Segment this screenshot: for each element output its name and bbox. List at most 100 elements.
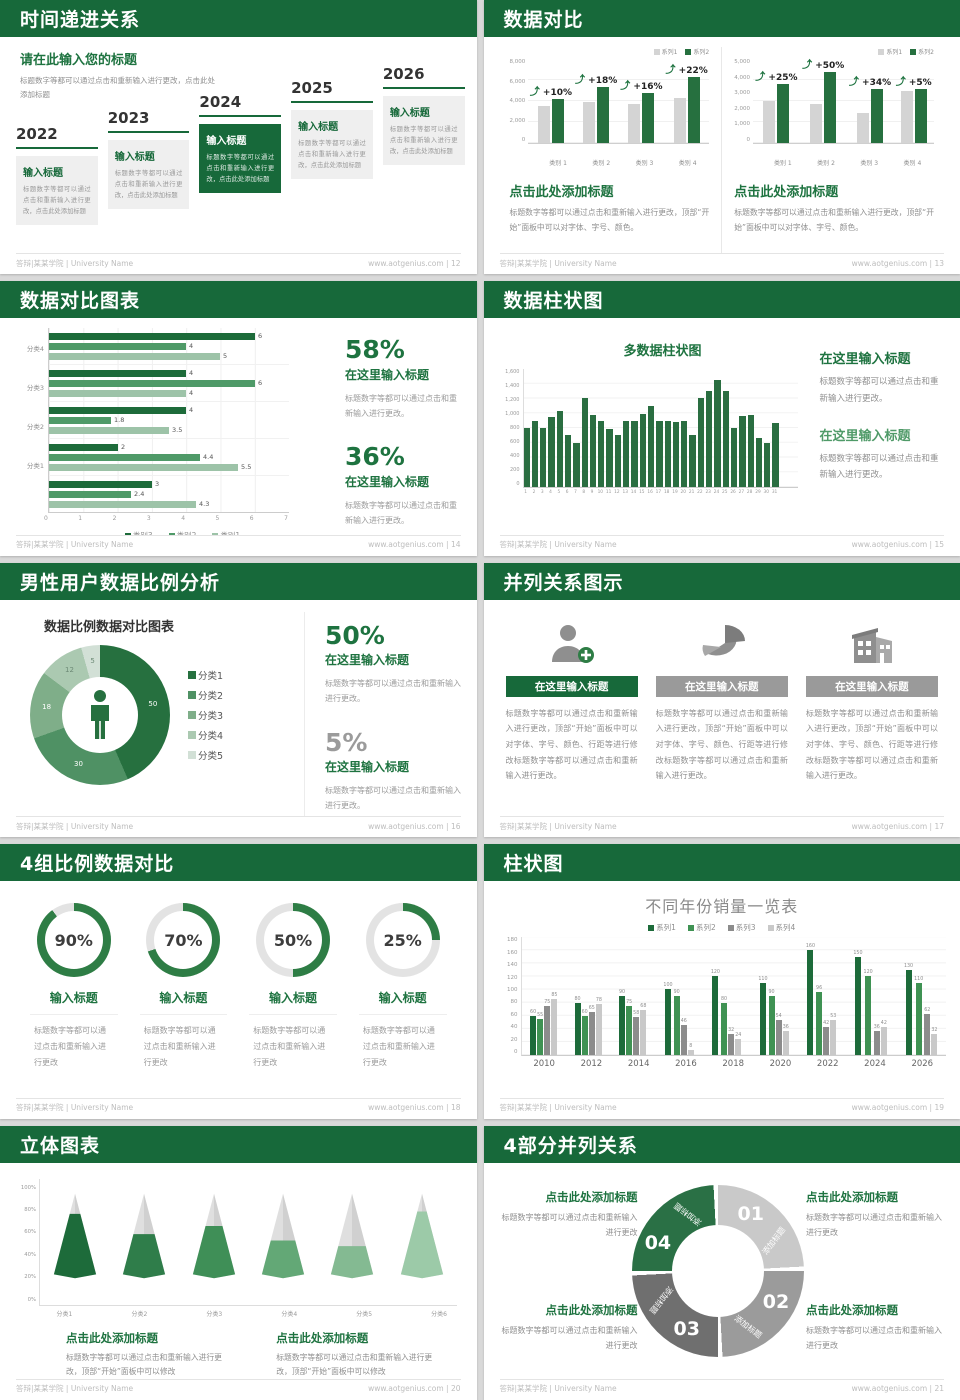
slice-value-label: 12	[64, 666, 74, 675]
x-tick-label: 15	[639, 490, 645, 496]
value-label: 42	[823, 1021, 830, 1027]
footer-left: 答辩|某某学院 | University Name	[16, 821, 134, 831]
value-label: 6	[258, 379, 263, 388]
bar-row: 4	[49, 406, 289, 414]
value-label: 110	[914, 977, 924, 983]
bar-group: 90 75 58 68	[619, 990, 646, 1056]
slide-grouped-columns[interactable]: 柱状图 不同年份销量一览表 系列1 系列2 系列3 系列4 180 160 140 120 1…	[483, 844, 960, 1119]
y-tick-label: 4,000	[509, 98, 526, 104]
bar-group: 60 55 75 85	[530, 993, 557, 1056]
footer-right: www.aotgenius.com | 20	[368, 1384, 461, 1394]
bar	[854, 957, 861, 1056]
legend-item: 类别3	[124, 530, 153, 535]
value-label: 54	[775, 1014, 782, 1020]
legend-swatch	[188, 730, 196, 739]
y-tick-label: 400	[509, 453, 520, 460]
bar-with-label: 75	[626, 1000, 632, 1056]
legend-item: 系列4	[767, 922, 795, 933]
block-heading: 点击此处添加标题	[66, 1330, 158, 1345]
slide-body: 2022 输入标题 标题数字等都可以通过点击和重新输入进行更改，点击此处添加标题 20…	[0, 37, 477, 253]
column-body: 标题数字等都可以通过点击和重新输入进行更改，顶部“开始”面板中可以对字体、字号、…	[805, 708, 939, 781]
stat-block: 5% 在这里输入标题 标题数字等都可以通过点击和重新输入进行更改。	[325, 729, 463, 814]
slide-title: 男性用户数据比例分析	[20, 571, 221, 594]
value-label: 5	[223, 352, 228, 361]
cone	[248, 1167, 317, 1305]
legend-swatch	[727, 924, 734, 931]
gauge-ring: 25%	[365, 903, 440, 978]
stat-body: 标题数字等都可以通过点击和重新输入进行更改。	[325, 786, 461, 811]
timeline-item: 2022 输入标题 标题数字等都可以通过点击和重新输入进行更改，点击此处添加标题	[16, 125, 98, 226]
y-tick-label: 6,000	[509, 78, 526, 85]
bar-group: 100 90 46 8	[663, 983, 694, 1056]
legend-item: 系列2	[685, 47, 709, 56]
timeline-card-body: 标题数字等都可以通过点击和重新输入进行更改，点击此处添加标题	[298, 140, 366, 170]
timeline: 2022 输入标题 标题数字等都可以通过点击和重新输入进行更改，点击此处添加标题 20…	[16, 37, 465, 249]
slide-footer: 答辩|某某学院 | University Name www.aotgenius.…	[499, 816, 944, 835]
bar	[523, 428, 530, 488]
legend-label: 类别3	[133, 530, 153, 534]
footer-right: www.aotgenius.com | 21	[851, 1384, 944, 1394]
slide-columns[interactable]: 数据柱状图 多数据柱状图 1,600 1,400 1,200 1,000 800 600 4…	[483, 281, 960, 556]
footer-right: www.aotgenius.com | 14	[368, 540, 461, 550]
x-tick-label: 6	[565, 490, 569, 496]
bar	[564, 435, 572, 488]
x-tick-label: 27	[738, 490, 745, 496]
x-tick-label: 类别 1	[773, 160, 792, 167]
value-label: 4	[189, 369, 194, 378]
y-tick-label: 1,400	[505, 383, 520, 390]
legend-item: 系列1	[878, 47, 902, 56]
legend-swatch	[767, 924, 774, 931]
x-tick-label: 5	[557, 490, 561, 496]
slide-ring[interactable]: 4部分并列关系 01 添加标题 02 添加标题 03 添加标题 04 添加标题 点击此处添加标…	[483, 1125, 960, 1400]
bar	[49, 426, 169, 434]
x-axis: 分类1 分类2 分类3 分类4 分类5 分类6	[27, 1309, 477, 1318]
parallel-column: 在这里输入标题 标题数字等都可以通过点击和重新输入进行更改，顶部“开始”面板中可以…	[505, 614, 638, 816]
bar-with-label: 68	[640, 1004, 646, 1056]
slide-hbar[interactable]: 数据对比图表 分类4 分类3 分类2 分类1 6 4 5 4 6 4 4 1.8 3.5 2 4.4 5.5 3…	[0, 281, 477, 556]
slide-body: 01 添加标题 02 添加标题 03 添加标题 04 添加标题 点击此处添加标题 标题数字等都可…	[484, 1163, 960, 1379]
legend-label: 系列2	[693, 49, 710, 56]
legend-label: 分类2	[198, 690, 224, 702]
block-body: 标题数字等都可以通过点击和重新输入进行更改	[806, 1212, 942, 1237]
slide-donut[interactable]: 男性用户数据比例分析 数据比例数据对比图表 50 30 18 12 5 分类1 分类2 分类…	[0, 562, 477, 838]
bar-with-label: 80	[574, 997, 581, 1056]
slide-title-bar: 数据对比图表	[0, 281, 477, 319]
slide-timeline[interactable]: 时间递进关系 2022 输入标题 标题数字等都可以通过点击和重新输入进行更改，点击此…	[0, 0, 477, 275]
bar	[721, 1003, 728, 1056]
slide-compare[interactable]: 数据对比 系列1 系列2 8,000 6,000 4,000 2,000 0 ⤴ +10% ⤴ …	[483, 0, 960, 275]
legend-label: 类别1	[220, 530, 240, 534]
arrow-up-right-icon: ⤴	[895, 77, 906, 88]
value-label: 4	[189, 406, 194, 415]
timeline-card: 输入标题 标题数字等都可以通过点击和重新输入进行更改，点击此处添加标题	[291, 110, 373, 180]
legend-item: 分类2	[188, 688, 223, 702]
bar-row: 2.4	[49, 490, 289, 498]
bar-with-label: 8	[687, 1044, 694, 1056]
bar	[697, 398, 705, 488]
bar	[49, 463, 238, 471]
bar	[573, 443, 580, 488]
bar-group: 150 120 36 42	[853, 951, 887, 1056]
bar	[915, 983, 922, 1056]
bar	[595, 1004, 602, 1056]
slide-gauges[interactable]: 4组比例数据对比 90% 输入标题 标题数字等都可以通过点击和重新输入进行更改 70%…	[0, 844, 477, 1119]
slide-parallel[interactable]: 并列关系图示 在这里输入标题 标题数字等都可以通过点击和重新输入进行更改，顶部“开…	[483, 562, 960, 838]
y-tick-label: 1,000	[734, 121, 750, 128]
building-icon	[806, 614, 938, 676]
bar	[49, 379, 255, 387]
timeline-card: 输入标题 标题数字等都可以通过点击和重新输入进行更改，点击此处添加标题	[382, 96, 465, 166]
legend-item: 系列2	[687, 922, 716, 933]
value-label: 36	[782, 1025, 789, 1031]
bar-with-label: 58	[633, 1011, 639, 1056]
x-tick-label: 类别 4	[903, 160, 922, 167]
chart-legend: 系列1 系列2	[734, 47, 934, 56]
timeline-item: 2025 输入标题 标题数字等都可以通过点击和重新输入进行更改，点击此处添加标题	[291, 79, 373, 180]
segment-label: 添加标题	[761, 1225, 788, 1257]
bar	[551, 99, 564, 143]
slide-cones[interactable]: 立体图表 100% 80% 60% 40% 20% 0% 分类1 分类2 分类3 分类4 分类5 分…	[0, 1125, 477, 1400]
slide-body: 90% 输入标题 标题数字等都可以通过点击和重新输入进行更改 70% 输入标题 标题数字等…	[0, 881, 477, 1097]
cone	[318, 1167, 387, 1305]
legend-label: 系列2	[695, 923, 716, 933]
stat-body: 标题数字等都可以通过点击和重新输入进行更改。	[345, 500, 457, 525]
x-tick-label: 2014	[627, 1059, 650, 1070]
timeline-item: 2023 输入标题 标题数字等都可以通过点击和重新输入进行更改，点击此处添加标题	[107, 109, 190, 210]
